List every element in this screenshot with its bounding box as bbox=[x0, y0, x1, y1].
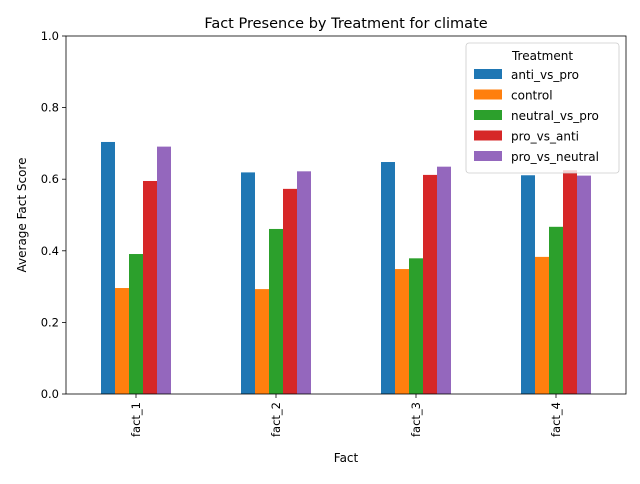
y-tick-label: 0.8 bbox=[41, 101, 59, 115]
bar-control-fact_1 bbox=[115, 288, 129, 394]
legend-label-pro_vs_anti: pro_vs_anti bbox=[511, 130, 579, 144]
legend-swatch-anti_vs_pro bbox=[474, 69, 502, 79]
legend-label-pro_vs_neutral: pro_vs_neutral bbox=[511, 150, 599, 164]
legend-swatch-pro_vs_neutral bbox=[474, 151, 502, 161]
bar-pro_vs_anti-fact_4 bbox=[563, 170, 577, 394]
x-tick-label-fact_3: fact_3 bbox=[409, 402, 423, 437]
y-tick-label: 1.0 bbox=[41, 29, 59, 43]
bar-anti_vs_pro-fact_2 bbox=[241, 172, 255, 394]
bar-pro_vs_neutral-fact_4 bbox=[577, 175, 591, 394]
x-axis: fact_1 fact_2 fact_3 fact_4 bbox=[129, 394, 563, 437]
bar-pro_vs_neutral-fact_2 bbox=[297, 171, 311, 394]
legend-label-neutral_vs_pro: neutral_vs_pro bbox=[511, 109, 599, 123]
bar-neutral_vs_pro-fact_3 bbox=[409, 258, 423, 394]
y-tick-label: 0.2 bbox=[41, 315, 59, 329]
y-tick-label: 0.4 bbox=[41, 244, 59, 258]
x-tick-label-fact_2: fact_2 bbox=[269, 402, 283, 437]
y-axis-label: Average Fact Score bbox=[15, 158, 29, 273]
bar-anti_vs_pro-fact_1 bbox=[101, 141, 115, 394]
bar-anti_vs_pro-fact_3 bbox=[381, 162, 395, 394]
y-tick-label: 0.0 bbox=[41, 387, 59, 401]
bar-anti_vs_pro-fact_4 bbox=[521, 175, 535, 394]
bar-neutral_vs_pro-fact_2 bbox=[269, 228, 283, 394]
bar-control-fact_3 bbox=[395, 269, 409, 394]
x-tick-label-fact_1: fact_1 bbox=[129, 402, 143, 437]
bar-neutral_vs_pro-fact_4 bbox=[549, 226, 563, 394]
legend-swatch-neutral_vs_pro bbox=[474, 110, 502, 120]
x-axis-label: Fact bbox=[334, 451, 359, 465]
legend-swatch-pro_vs_anti bbox=[474, 130, 502, 141]
bar-pro_vs_neutral-fact_1 bbox=[157, 146, 171, 394]
bars-group bbox=[101, 141, 591, 394]
legend-swatch-control bbox=[474, 89, 502, 100]
x-tick-label-fact_4: fact_4 bbox=[549, 402, 563, 437]
legend-title: Treatment bbox=[511, 49, 573, 63]
plot-frame bbox=[65, 35, 627, 395]
y-axis: 0.0 0.2 0.4 0.6 0.8 1.0 bbox=[41, 29, 66, 401]
bar-pro_vs_neutral-fact_3 bbox=[437, 166, 451, 394]
bar-control-fact_2 bbox=[255, 289, 269, 394]
legend-frame bbox=[465, 42, 620, 174]
bar-pro_vs_anti-fact_1 bbox=[143, 180, 157, 394]
legend-label-anti_vs_pro: anti_vs_pro bbox=[511, 68, 579, 82]
y-tick-label: 0.6 bbox=[41, 172, 59, 186]
legend-label-control: control bbox=[511, 89, 553, 103]
bar-pro_vs_anti-fact_2 bbox=[283, 188, 297, 394]
bar-pro_vs_anti-fact_3 bbox=[423, 174, 437, 394]
chart-title: Fact Presence by Treatment for climate bbox=[204, 16, 487, 32]
bar-neutral_vs_pro-fact_1 bbox=[129, 254, 143, 394]
bar-control-fact_4 bbox=[535, 256, 549, 394]
